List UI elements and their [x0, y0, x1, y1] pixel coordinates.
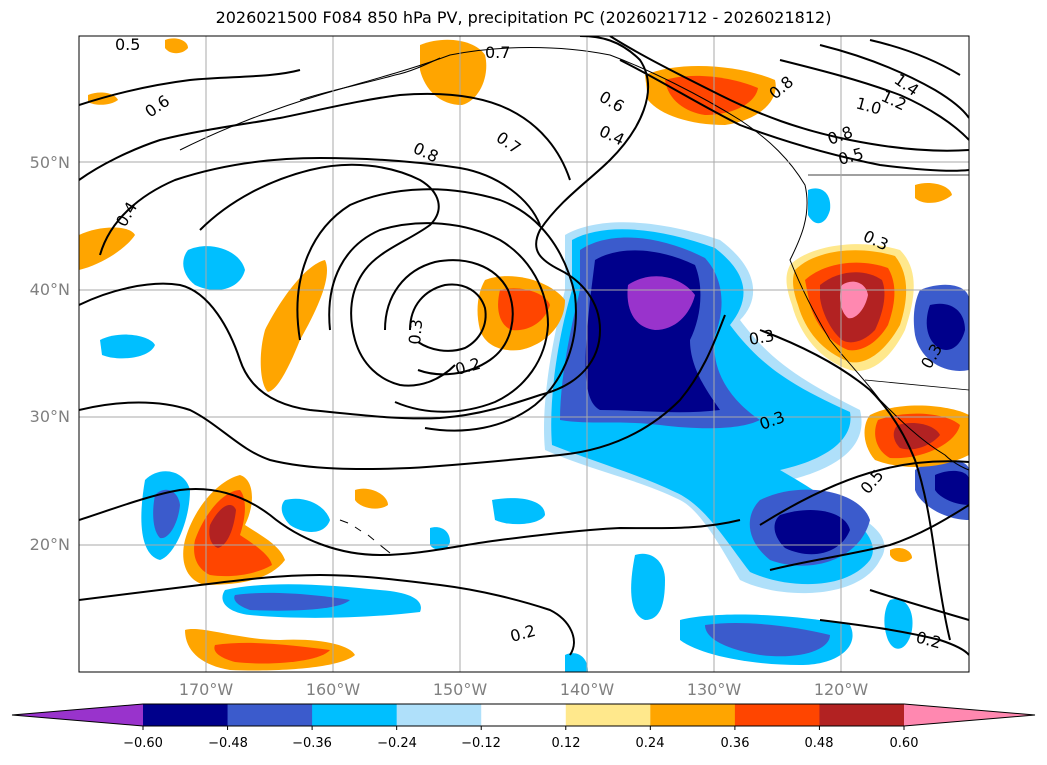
lon-label: 150°W [432, 680, 488, 699]
coastline-hawaii [339, 519, 391, 554]
contour-ne-4 [819, 44, 969, 119]
contour-ne-2 [619, 59, 969, 172]
neg-anomaly-west-2 [100, 334, 155, 359]
neg-anomaly-mid-2 [492, 498, 545, 525]
pos-anomaly-small-2 [165, 38, 188, 54]
pos-anomaly-california-5 [840, 281, 868, 319]
colorbar-swatch [312, 704, 398, 726]
pv-contours [79, 36, 969, 656]
lon-label: 140°W [559, 680, 615, 699]
colorbar-tick-label: −0.24 [377, 736, 417, 751]
map-frame [78, 35, 970, 673]
contour-outer-west [79, 36, 649, 420]
contour-rings-2 [296, 188, 577, 432]
neg-anomaly-mid-3 [430, 527, 450, 550]
colorbar-tick-label: 0.36 [720, 736, 750, 751]
colorbar-swatch [565, 704, 651, 726]
colorbar-swatch [396, 704, 482, 726]
colorbar-tick-label: −0.12 [461, 736, 501, 751]
colorbar-tick-label: 0.48 [804, 736, 834, 751]
contour-label: 0.7 [485, 43, 510, 62]
pos-anomaly-small-4 [915, 183, 952, 203]
lon-label: 120°W [813, 680, 869, 699]
colorbar-swatch [734, 704, 820, 726]
pos-anomaly-west-3-core [194, 490, 272, 577]
colorbar-swatch [143, 704, 229, 726]
neg-anomaly-west-1 [183, 246, 245, 290]
contour-north-2 [79, 92, 571, 181]
colorbar-swatch [227, 704, 313, 726]
contour-east-4 [819, 619, 969, 656]
neg-anomaly-mid-4 [565, 653, 588, 672]
contour-inner-loop [409, 283, 487, 352]
neg-anomaly-bc [808, 188, 831, 224]
pos-anomaly-alaska-core [665, 75, 758, 115]
colorbar-tick-label: −0.60 [123, 736, 163, 751]
contour-label: 0.5 [115, 35, 140, 54]
neg-anomaly-right-low-core [935, 470, 969, 505]
colorbar-tick-label: 0.60 [889, 736, 919, 751]
lon-label: 170°W [178, 680, 234, 699]
contour-east-2 [759, 460, 969, 526]
neg-anomaly-far-south [884, 599, 913, 649]
colorbar-swatch [481, 704, 567, 726]
colorbar-swatch [650, 704, 736, 726]
contour-ne-3 [779, 59, 969, 141]
lon-label: 130°W [686, 680, 742, 699]
lat-label: 30°N [29, 407, 70, 426]
neg-anomaly-south-core [705, 623, 830, 657]
map-title: 2026021500 F084 850 hPa PV, precipitatio… [215, 8, 832, 27]
contour-east-5 [869, 589, 969, 621]
colorbar-swatch [819, 704, 905, 726]
contour-north-1 [79, 69, 301, 106]
graticule [79, 36, 969, 672]
contour-outer-3 [79, 488, 741, 557]
colorbar-tick-label: 0.12 [551, 736, 581, 751]
pos-anomaly-bottom-core [214, 642, 330, 664]
lat-label: 50°N [29, 153, 70, 172]
pos-anomaly-west-3-peak [209, 505, 236, 548]
pos-anomaly-gulf [420, 39, 487, 105]
lat-label: 40°N [29, 280, 70, 299]
neg-anomaly-west-3-core [153, 489, 180, 539]
neg-anomaly-south2 [631, 553, 665, 620]
contour-north-3 [99, 156, 541, 256]
colorbar-tick-label: −0.36 [292, 736, 332, 751]
border-us-mexico [864, 379, 969, 391]
contour-ne-5 [869, 39, 961, 76]
lon-label: 160°W [305, 680, 361, 699]
pos-anomaly-small-5 [890, 547, 912, 562]
colorbar [11, 703, 1036, 730]
pos-anomaly-mexico-3 [893, 423, 940, 450]
neg-anomaly-mid-1 [281, 498, 330, 532]
contour-east-1 [759, 329, 951, 641]
contour-label: 0.3 [747, 326, 775, 349]
colorbar-tick-label: 0.24 [635, 736, 665, 751]
coastline-alaska-range [299, 57, 441, 101]
contour-ne-1 [609, 36, 969, 152]
neg-anomaly-band-core [234, 592, 350, 611]
contour-east-3 [769, 504, 969, 571]
contour-rings-1 [328, 222, 550, 413]
colorbar-extend-min [12, 704, 143, 726]
contour-mid-loop [199, 163, 456, 387]
contour-outer-2 [79, 314, 726, 471]
pos-anomaly-small-1 [355, 488, 388, 509]
neg-anomaly-se-core [774, 510, 850, 555]
lat-label: 20°N [29, 535, 70, 554]
contour-label: 0.3 [405, 318, 426, 345]
pos-anomaly-west-1 [79, 227, 135, 270]
neg-anomaly-right-core [926, 303, 965, 350]
colorbar-tick-label: −0.48 [208, 736, 248, 751]
contour-bottom [79, 573, 575, 656]
pos-anomaly-west-2 [260, 260, 328, 392]
precipitation-fill-layer [79, 38, 969, 672]
contour-inner-loop-2 [384, 259, 514, 376]
colorbar-extend-max [904, 704, 1035, 726]
